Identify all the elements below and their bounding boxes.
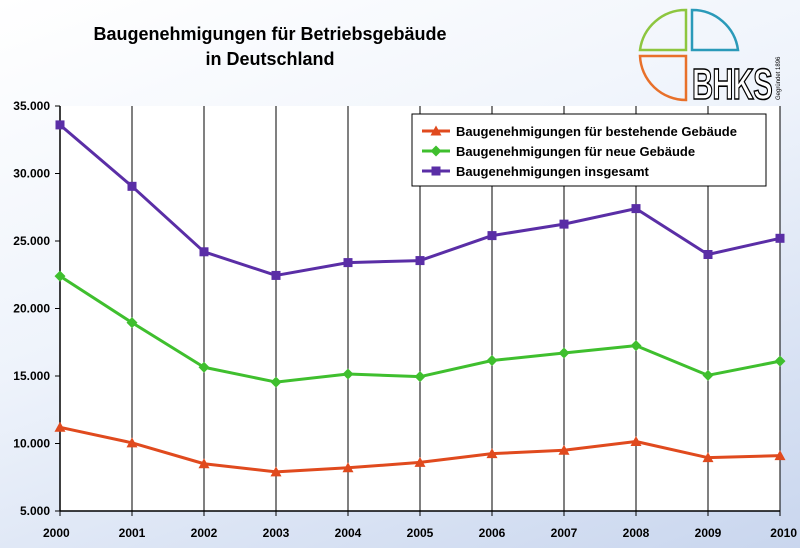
logo-blue-arc (690, 8, 740, 52)
x-tick-label: 2009 (695, 526, 722, 540)
series-0 (54, 421, 786, 477)
data-point (631, 204, 641, 214)
bhks-logo: BHKS Gegründet 1896 (638, 8, 782, 104)
data-point (702, 452, 714, 463)
x-tick-label: 2004 (335, 526, 362, 540)
logo-subtext: Gegründet 1896 (776, 56, 782, 100)
data-point (703, 250, 713, 259)
y-tick-label: 25.000 (13, 234, 50, 248)
data-point (198, 458, 210, 469)
data-point (775, 233, 785, 243)
legend-label: Baugenehmigungen für neue Gebäude (456, 144, 695, 159)
y-tick-label: 15.000 (13, 369, 50, 383)
chart-title: Baugenehmigungen für Betriebsgebäude in … (40, 22, 500, 72)
data-point (343, 258, 353, 268)
data-point (414, 456, 426, 467)
data-point (487, 231, 497, 241)
chart-title-line-1: Baugenehmigungen für Betriebsgebäude (93, 24, 447, 44)
data-point (342, 368, 354, 380)
data-point (630, 340, 642, 352)
data-point (486, 448, 498, 459)
data-point (271, 270, 281, 280)
data-point (127, 181, 137, 191)
series-1 (54, 270, 786, 388)
data-point (559, 219, 569, 229)
data-point (54, 421, 66, 432)
x-tick-label: 2001 (119, 526, 146, 540)
y-tick-label: 30.000 (13, 167, 50, 181)
x-tick-label: 2007 (551, 526, 578, 540)
x-axis-ticks: 2000 2001 2002 2003 2004 2005 2006 2007 2008 2009… (43, 511, 797, 540)
series-group (54, 120, 786, 477)
legend-marker (431, 166, 441, 176)
data-point (270, 376, 282, 388)
data-point (558, 444, 570, 455)
data-point (55, 120, 65, 130)
data-point (198, 361, 210, 373)
x-tick-label: 2005 (407, 526, 434, 540)
x-tick-label: 2002 (191, 526, 218, 540)
data-point (630, 435, 642, 446)
x-tick-label: 2010 (770, 526, 797, 540)
data-point (486, 354, 498, 366)
data-point (126, 437, 138, 448)
data-point (199, 247, 209, 257)
y-tick-label: 35.000 (13, 99, 50, 113)
data-point (54, 270, 66, 282)
legend-marker (430, 145, 442, 157)
logo-orange-arc (638, 54, 688, 102)
x-tick-label: 2008 (623, 526, 650, 540)
y-tick-label: 5.000 (20, 504, 50, 518)
y-tick-label: 10.000 (13, 437, 50, 451)
x-tick-label: 2000 (43, 526, 70, 540)
chart-title-line-2: in Deutschland (205, 49, 335, 69)
data-point (270, 466, 282, 477)
logo-green-arc (638, 8, 688, 52)
data-point (774, 450, 786, 461)
data-point (414, 371, 426, 383)
logo-text: BHKS (692, 60, 772, 104)
legend-label: Baugenehmigungen insgesamt (456, 164, 650, 179)
legend-marker (430, 125, 442, 136)
x-tick-label: 2003 (263, 526, 290, 540)
legend: Baugenehmigungen für bestehende Gebäude B… (411, 113, 767, 187)
data-point (774, 355, 786, 367)
data-point (702, 369, 714, 381)
data-point (415, 256, 425, 266)
y-tick-label: 20.000 (13, 302, 50, 316)
data-point (558, 347, 570, 359)
y-axis-ticks: 5.000 10.000 15.000 20.000 25.000 30.000 35.00… (13, 99, 60, 518)
data-point (126, 317, 138, 329)
series-2 (55, 120, 785, 280)
legend-label: Baugenehmigungen für bestehende Gebäude (456, 124, 737, 139)
data-point (342, 462, 354, 473)
legend-box (411, 113, 767, 187)
x-tick-label: 2006 (479, 526, 506, 540)
